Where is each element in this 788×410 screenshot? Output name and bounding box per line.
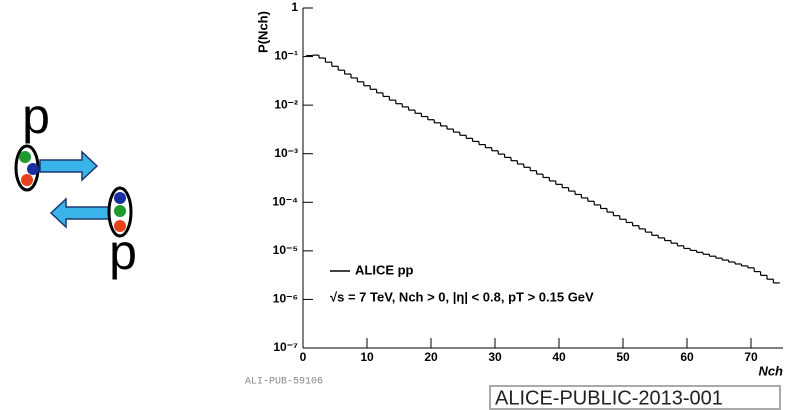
y-tick-label: 10⁻⁴ — [272, 194, 298, 208]
document-id: ALICE-PUBLIC-2013-001 — [495, 387, 723, 409]
quark — [27, 163, 39, 175]
proton-label: p — [22, 88, 50, 144]
y-tick-label: 10⁻⁶ — [273, 292, 298, 306]
legend-label: ALICE pp — [355, 262, 414, 277]
y-tick-label: 10⁻⁷ — [273, 340, 298, 354]
arrow — [49, 197, 111, 229]
collision-diagram: p p — [14, 88, 137, 280]
y-tick-label: 10⁻⁵ — [273, 243, 298, 257]
proton-label: p — [109, 224, 137, 280]
y-tick-label: 10⁻³ — [274, 146, 298, 160]
watermark: ALI-PUB-59106 — [245, 377, 323, 388]
x-tick-label: 50 — [616, 350, 630, 364]
quark — [19, 151, 31, 163]
x-tick-label: 20 — [424, 350, 438, 364]
id-box — [489, 385, 781, 410]
y-tick-label: 1 — [291, 0, 298, 14]
x-tick-label: 0 — [300, 350, 307, 364]
arrow — [39, 150, 99, 182]
annotation: √s = 7 TeV, Nch > 0, |η| < 0.8, pT > 0.1… — [330, 289, 594, 304]
quark — [114, 205, 126, 217]
x-tick-label: 60 — [680, 350, 694, 364]
y-tick-label: 10⁻¹ — [274, 49, 298, 63]
y-axis-label: P(Nch) — [255, 11, 270, 53]
quark — [114, 192, 126, 204]
x-tick-label: 40 — [552, 350, 566, 364]
quark — [21, 174, 33, 186]
x-axis-label: Nch — [758, 363, 783, 378]
x-tick-label: 70 — [744, 350, 758, 364]
x-tick-label: 30 — [488, 350, 502, 364]
x-tick-label: 10 — [360, 350, 374, 364]
quark — [114, 220, 126, 232]
y-tick-label: 10⁻² — [274, 97, 298, 111]
